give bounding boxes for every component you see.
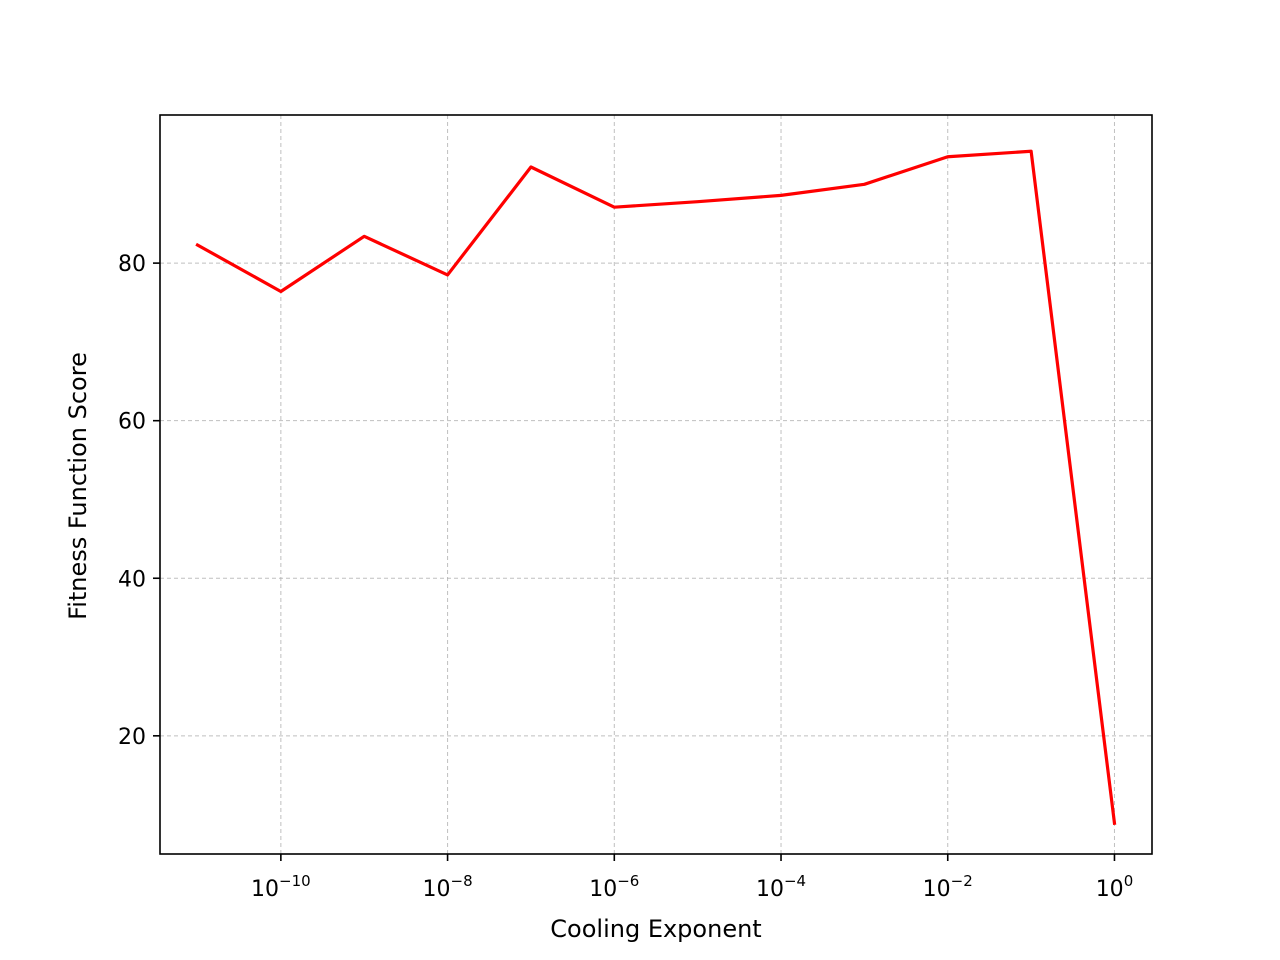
- x-axis-label: Cooling Exponent: [550, 915, 761, 943]
- x-tick-label: 10−2: [923, 872, 973, 902]
- grid: [160, 115, 1152, 854]
- y-tick-label: 80: [118, 252, 146, 277]
- y-axis: 20 40 60 80: [118, 252, 160, 750]
- y-tick-label: 40: [118, 567, 146, 592]
- y-tick-label: 60: [118, 410, 146, 435]
- plot-frame: [159, 114, 1153, 855]
- x-tick-label: 10−6: [589, 872, 639, 902]
- x-tick-label: 100: [1096, 872, 1134, 902]
- x-tick-label: 10−10: [251, 872, 311, 902]
- plot-area-background: [160, 115, 1152, 854]
- x-tick-label: 10−8: [423, 872, 473, 902]
- x-axis: 10−10 10−8 10−6 10−4 10−2 100: [251, 854, 1133, 902]
- series-line: [195, 149, 1117, 826]
- series-layer: [195, 149, 1117, 826]
- x-tick-label: 10−4: [756, 872, 806, 902]
- y-axis-label: Fitness Function Score: [64, 352, 92, 620]
- y-tick-label: 20: [118, 725, 146, 750]
